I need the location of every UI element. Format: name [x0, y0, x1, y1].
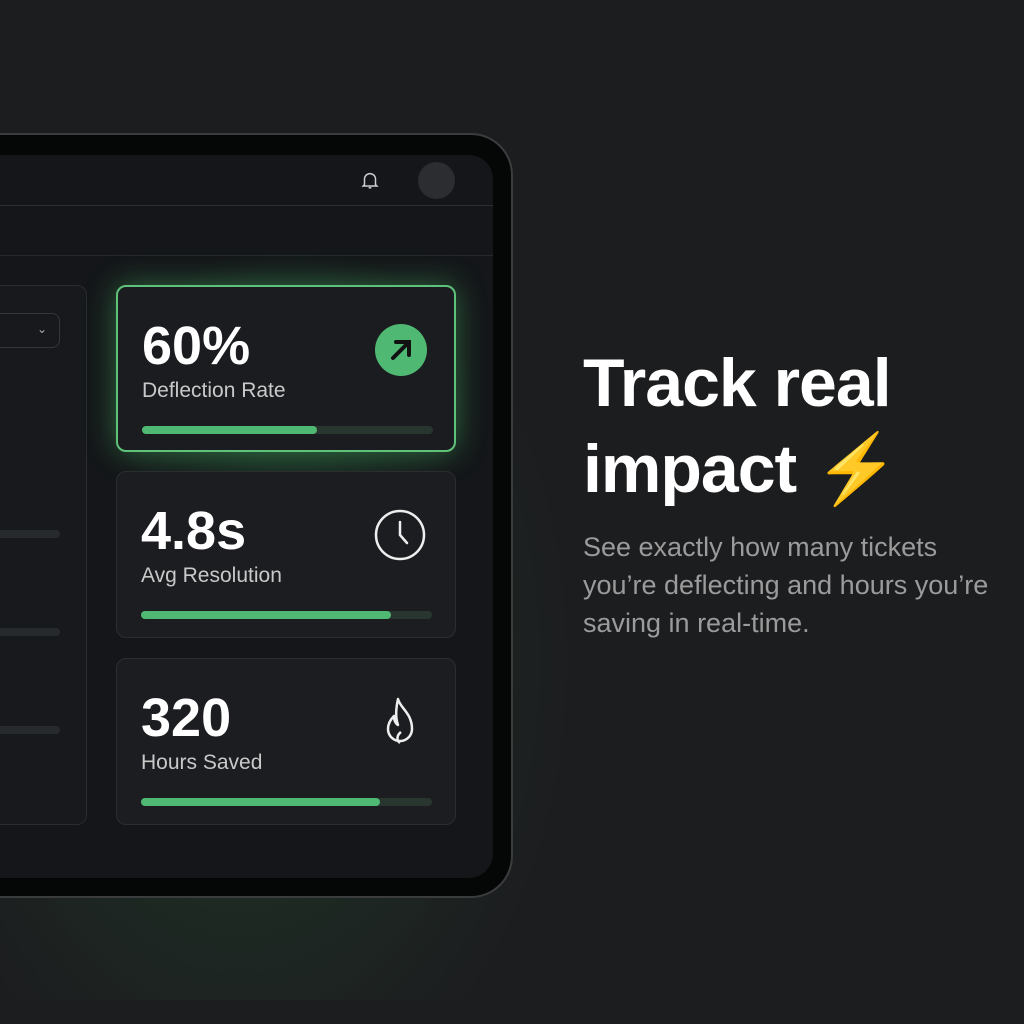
- metric-card-hours-saved[interactable]: 320 Hours Saved: [116, 658, 456, 825]
- progress-bar: [141, 798, 432, 806]
- metric-value: 4.8s: [141, 501, 247, 561]
- headline: Track real impact ⚡: [583, 340, 1003, 512]
- progress-fill: [141, 611, 392, 619]
- dashboard-screen: ⌄ 60% Deflection Rate 4.8s Avg Resolutio…: [0, 155, 493, 878]
- bell-icon[interactable]: [359, 169, 381, 191]
- filter-dropdown[interactable]: ⌄: [0, 313, 60, 348]
- flame-icon: [386, 697, 414, 744]
- headline-line-1: Track real: [583, 345, 892, 421]
- placeholder-line: [0, 530, 60, 538]
- clock-icon: [374, 509, 426, 561]
- lightning-icon: ⚡: [814, 431, 899, 507]
- description: See exactly how many tickets you’re defl…: [583, 532, 989, 638]
- metric-label: Avg Resolution: [141, 564, 282, 587]
- toolbar: [0, 206, 493, 256]
- headline-line-2: impact ⚡: [583, 426, 1003, 512]
- metric-value: 320: [141, 688, 232, 748]
- progress-fill: [142, 426, 317, 434]
- progress-fill: [141, 798, 380, 806]
- headline-text: impact: [583, 431, 797, 507]
- chevron-down-icon: ⌄: [36, 322, 47, 336]
- metric-value: 60%: [142, 316, 251, 376]
- placeholder-line: [0, 726, 60, 734]
- avatar[interactable]: [418, 162, 455, 199]
- metric-label: Hours Saved: [141, 751, 263, 774]
- progress-bar: [142, 426, 433, 434]
- filter-panel: ⌄: [0, 285, 87, 825]
- metric-card-deflection-rate[interactable]: 60% Deflection Rate: [116, 285, 456, 452]
- metric-card-avg-resolution[interactable]: 4.8s Avg Resolution: [116, 471, 456, 638]
- progress-bar: [141, 611, 432, 619]
- placeholder-line: [0, 628, 60, 636]
- arrow-up-right-icon: [375, 324, 427, 376]
- metric-label: Deflection Rate: [142, 379, 286, 402]
- top-bar: [0, 155, 493, 206]
